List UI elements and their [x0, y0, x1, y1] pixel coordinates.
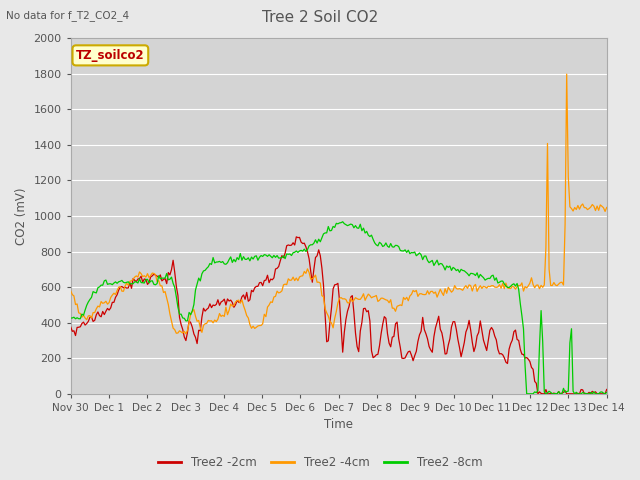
- Text: No data for f_T2_CO2_4: No data for f_T2_CO2_4: [6, 10, 129, 21]
- Legend: Tree2 -2cm, Tree2 -4cm, Tree2 -8cm: Tree2 -2cm, Tree2 -4cm, Tree2 -8cm: [153, 452, 487, 474]
- Text: Tree 2 Soil CO2: Tree 2 Soil CO2: [262, 10, 378, 24]
- Y-axis label: CO2 (mV): CO2 (mV): [15, 187, 28, 245]
- X-axis label: Time: Time: [324, 419, 353, 432]
- Text: TZ_soilco2: TZ_soilco2: [76, 49, 145, 62]
